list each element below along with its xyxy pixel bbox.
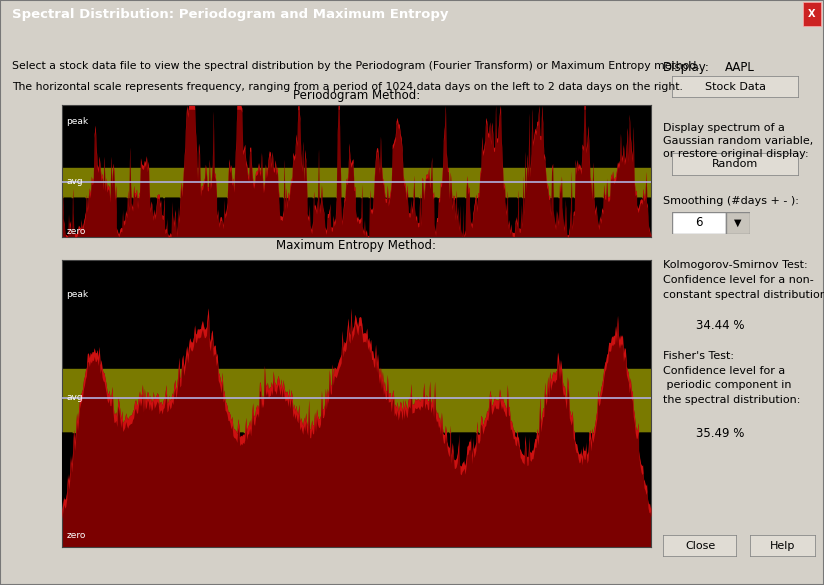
Text: peak: peak: [67, 290, 89, 299]
Text: periodic component in: periodic component in: [663, 380, 792, 390]
Text: The horizontal scale represents frequency, ranging from a period of 1024 data da: The horizontal scale represents frequenc…: [12, 82, 683, 92]
FancyBboxPatch shape: [672, 153, 799, 176]
FancyBboxPatch shape: [727, 212, 750, 234]
FancyBboxPatch shape: [803, 2, 821, 26]
Text: zero: zero: [67, 227, 86, 236]
Text: X: X: [808, 9, 816, 19]
FancyBboxPatch shape: [663, 535, 737, 557]
Text: Select a stock data file to view the spectral distribution by the Periodogram (F: Select a stock data file to view the spe…: [12, 61, 700, 71]
Text: Help: Help: [770, 541, 795, 551]
Text: Maximum Entropy Method:: Maximum Entropy Method:: [276, 239, 437, 252]
Text: AAPL: AAPL: [725, 61, 755, 74]
Text: avg: avg: [67, 394, 83, 402]
FancyBboxPatch shape: [672, 76, 799, 98]
FancyBboxPatch shape: [672, 212, 727, 234]
Bar: [62, 168, 651, 198]
Text: Display spectrum of a
Gaussian random variable,
or restore original display:: Display spectrum of a Gaussian random va…: [663, 123, 813, 159]
Text: 34.44 %: 34.44 %: [696, 319, 745, 332]
Text: Fisher's Test:: Fisher's Test:: [663, 351, 734, 361]
Text: Periodogram Method:: Periodogram Method:: [293, 90, 420, 102]
Text: peak: peak: [67, 116, 89, 126]
Text: zero: zero: [67, 531, 86, 540]
Text: Close: Close: [686, 541, 715, 551]
Text: 6: 6: [695, 216, 703, 229]
Text: constant spectral distribution:: constant spectral distribution:: [663, 290, 824, 300]
Text: Display:: Display:: [663, 61, 710, 74]
Text: Confidence level for a: Confidence level for a: [663, 366, 785, 376]
Text: Confidence level for a non-: Confidence level for a non-: [663, 275, 814, 285]
Text: Stock Data: Stock Data: [705, 82, 766, 92]
Text: Spectral Distribution: Periodogram and Maximum Entropy: Spectral Distribution: Periodogram and M…: [12, 8, 449, 20]
Text: Random: Random: [712, 159, 759, 170]
Text: the spectral distribution:: the spectral distribution:: [663, 395, 801, 405]
Text: Smoothing (#days + - ):: Smoothing (#days + - ):: [663, 196, 799, 206]
Text: 35.49 %: 35.49 %: [696, 427, 745, 440]
Text: ▼: ▼: [734, 218, 742, 228]
Text: avg: avg: [67, 177, 83, 186]
FancyBboxPatch shape: [750, 535, 816, 557]
Bar: [62, 369, 651, 432]
Text: Kolmogorov-Smirnov Test:: Kolmogorov-Smirnov Test:: [663, 260, 808, 270]
